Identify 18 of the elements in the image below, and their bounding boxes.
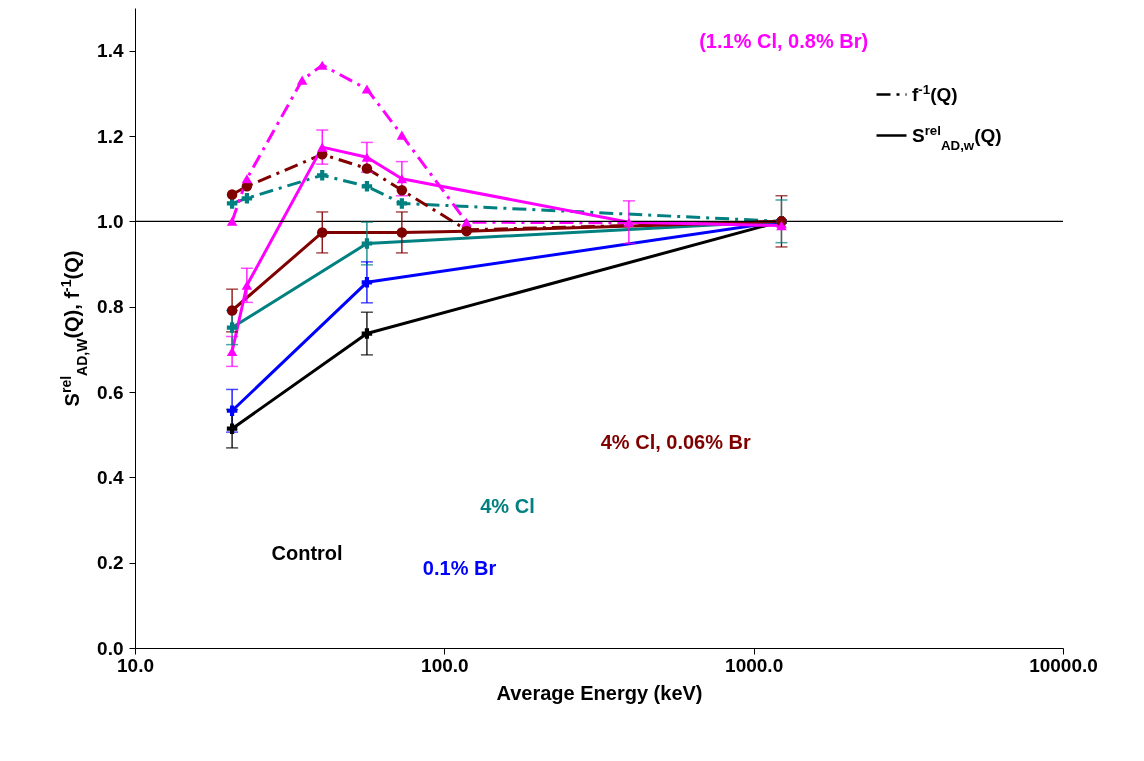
text: Control	[271, 542, 343, 565]
text: 4% Cl	[480, 495, 535, 518]
y-tick-label: 1.4	[97, 40, 124, 62]
y-tick-label: 0.8	[97, 296, 124, 318]
x-tick-label: 1000.0	[725, 654, 784, 676]
y-tick-label: 1.2	[97, 125, 124, 147]
y-tick-label: 0.6	[97, 381, 124, 403]
x-tick-label: 100.0	[421, 654, 469, 676]
annotation: S$^{rel}$$_{AD,w}$(Q)	[912, 122, 1002, 152]
x-tick-label: 10000.0	[1029, 654, 1098, 676]
text: 0.1% Br	[422, 557, 497, 580]
text: 4% Cl, 0.06% Br	[600, 431, 752, 454]
y-tick-label: 0.2	[97, 552, 124, 574]
text: (1.1% Cl, 0.8% Br)	[699, 30, 869, 53]
y-tick-label: 0.4	[97, 466, 124, 488]
y-tick-label: 1.0	[97, 210, 124, 232]
x-axis-title: Average Energy (keV)	[496, 681, 703, 704]
annotation: f$^{-1}$(Q)	[912, 81, 958, 105]
